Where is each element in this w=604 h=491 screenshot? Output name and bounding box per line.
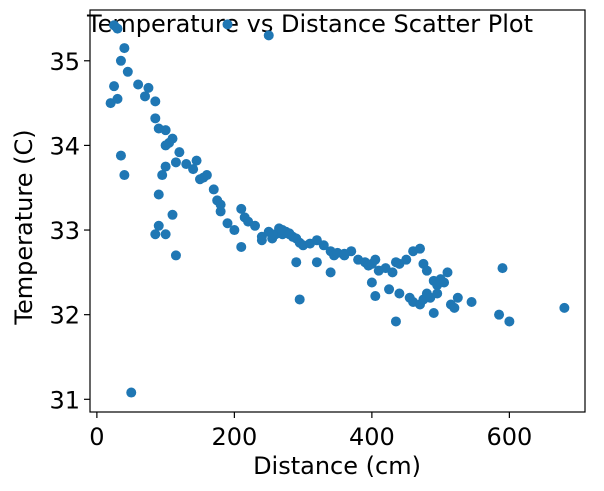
- scatter-point: [401, 254, 412, 265]
- scatter-point: [126, 387, 137, 398]
- scatter-point: [452, 292, 463, 303]
- y-axis-ticks: 31 32 33 34 35: [49, 48, 90, 414]
- scatter-point: [112, 93, 123, 104]
- scatter-point: [174, 147, 185, 158]
- scatter-point: [153, 189, 164, 200]
- chart-title: Temperature vs Distance Scatter Plot: [86, 10, 533, 38]
- scatter-point: [122, 66, 133, 77]
- y-axis-label: Temperature (C): [10, 129, 38, 325]
- scatter-point: [160, 229, 171, 240]
- scatter-point: [119, 43, 130, 54]
- y-tick-label: 35: [49, 48, 80, 76]
- scatter-point: [150, 229, 161, 240]
- x-tick-label: 600: [486, 423, 532, 451]
- scatter-point: [291, 257, 302, 268]
- scatter-point: [263, 30, 274, 41]
- scatter-point: [267, 229, 278, 240]
- scatter-point: [236, 203, 247, 214]
- scatter-point: [366, 277, 377, 288]
- scatter-point: [390, 316, 401, 327]
- scatter-point: [222, 19, 233, 30]
- plot-area-frame: [89, 9, 586, 413]
- scatter-point: [215, 199, 226, 210]
- scatter-point: [115, 150, 126, 161]
- y-tick-label: 33: [49, 217, 80, 245]
- scatter-point: [191, 155, 202, 166]
- scatter-point: [222, 218, 233, 229]
- y-tick-label: 32: [49, 302, 80, 330]
- scatter-point: [150, 96, 161, 107]
- scatter-point: [421, 265, 432, 276]
- scatter-point: [256, 235, 267, 246]
- scatter-point: [390, 257, 401, 268]
- scatter-point: [439, 277, 450, 288]
- scatter-point: [318, 240, 329, 251]
- scatter-point: [236, 241, 247, 252]
- x-axis-label: Distance (cm): [253, 452, 421, 480]
- scatter-point: [119, 170, 130, 181]
- y-tick-label: 31: [49, 386, 80, 414]
- scatter-point: [394, 288, 405, 299]
- x-tick-label: 0: [89, 423, 104, 451]
- scatter-point: [415, 243, 425, 254]
- scatter-point: [311, 257, 322, 268]
- scatter-point: [170, 250, 181, 261]
- x-tick-label: 400: [349, 423, 395, 451]
- scatter-point: [167, 209, 178, 220]
- scatter-point: [428, 307, 439, 318]
- x-axis-ticks: 0 200 400 600: [89, 412, 532, 451]
- scatter-point: [160, 161, 171, 172]
- scatter-point: [370, 254, 381, 265]
- scatter-point: [559, 302, 570, 313]
- scatter-point: [160, 140, 171, 151]
- scatter-point: [449, 302, 460, 313]
- scatter-point: [250, 220, 260, 231]
- scatter-points: [105, 19, 570, 398]
- scatter-point: [497, 263, 508, 274]
- scatter-point: [339, 250, 350, 261]
- scatter-point: [432, 288, 443, 299]
- scatter-point: [170, 157, 181, 168]
- scatter-point: [150, 113, 161, 124]
- scatter-point: [143, 82, 154, 93]
- scatter-point: [208, 184, 219, 195]
- scatter-point: [157, 170, 168, 181]
- scatter-point: [387, 267, 398, 278]
- scatter-point: [188, 164, 199, 175]
- scatter-point: [442, 267, 453, 278]
- scatter-point: [504, 316, 515, 327]
- scatter-point: [325, 267, 336, 278]
- scatter-point: [112, 23, 123, 34]
- scatter-point: [201, 170, 212, 181]
- scatter-point: [311, 235, 322, 246]
- scatter-point: [370, 291, 381, 302]
- scatter-point: [181, 159, 192, 170]
- scatter-point: [153, 220, 164, 231]
- scatter-point: [160, 125, 171, 136]
- scatter-point: [284, 229, 295, 240]
- y-tick-label: 34: [49, 132, 80, 160]
- scatter-point: [133, 79, 144, 90]
- scatter-point: [294, 294, 305, 305]
- scatter-point: [229, 225, 240, 236]
- scatter-point: [109, 81, 120, 92]
- scatter-point: [466, 296, 477, 307]
- scatter-point: [115, 55, 126, 66]
- x-tick-label: 200: [211, 423, 257, 451]
- scatter-point: [384, 284, 395, 295]
- scatter-point: [494, 309, 505, 320]
- scatter-point: [140, 91, 150, 102]
